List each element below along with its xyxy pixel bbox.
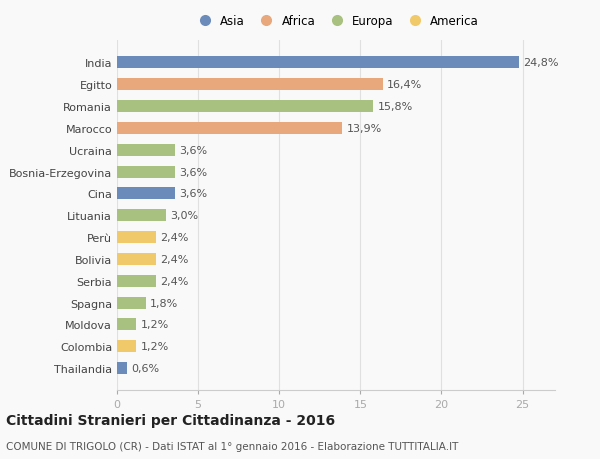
Bar [117, 275, 156, 287]
Bar [117, 341, 136, 353]
Text: 3,6%: 3,6% [179, 189, 208, 199]
Text: 3,6%: 3,6% [179, 146, 208, 155]
Bar [117, 79, 383, 91]
Bar [117, 253, 156, 265]
Bar [117, 123, 343, 134]
Text: 13,9%: 13,9% [347, 123, 382, 134]
Bar [117, 319, 136, 330]
Text: 15,8%: 15,8% [377, 102, 413, 112]
Bar [117, 166, 175, 178]
Text: 16,4%: 16,4% [387, 80, 422, 90]
Text: 2,4%: 2,4% [160, 276, 188, 286]
Text: 2,4%: 2,4% [160, 233, 188, 242]
Bar [117, 231, 156, 244]
Text: 1,2%: 1,2% [140, 320, 169, 330]
Legend: Asia, Africa, Europa, America: Asia, Africa, Europa, America [190, 12, 482, 32]
Bar [117, 297, 146, 309]
Bar [117, 362, 127, 374]
Bar [117, 101, 373, 113]
Text: 1,2%: 1,2% [140, 341, 169, 352]
Text: 1,8%: 1,8% [150, 298, 179, 308]
Bar [117, 144, 175, 157]
Text: 3,6%: 3,6% [179, 167, 208, 177]
Text: 24,8%: 24,8% [523, 58, 559, 68]
Bar [117, 210, 166, 222]
Text: 2,4%: 2,4% [160, 254, 188, 264]
Bar [117, 188, 175, 200]
Text: 0,6%: 0,6% [131, 364, 159, 373]
Text: COMUNE DI TRIGOLO (CR) - Dati ISTAT al 1° gennaio 2016 - Elaborazione TUTTITALIA: COMUNE DI TRIGOLO (CR) - Dati ISTAT al 1… [6, 441, 458, 451]
Text: 3,0%: 3,0% [170, 211, 198, 221]
Text: Cittadini Stranieri per Cittadinanza - 2016: Cittadini Stranieri per Cittadinanza - 2… [6, 413, 335, 427]
Bar [117, 57, 520, 69]
